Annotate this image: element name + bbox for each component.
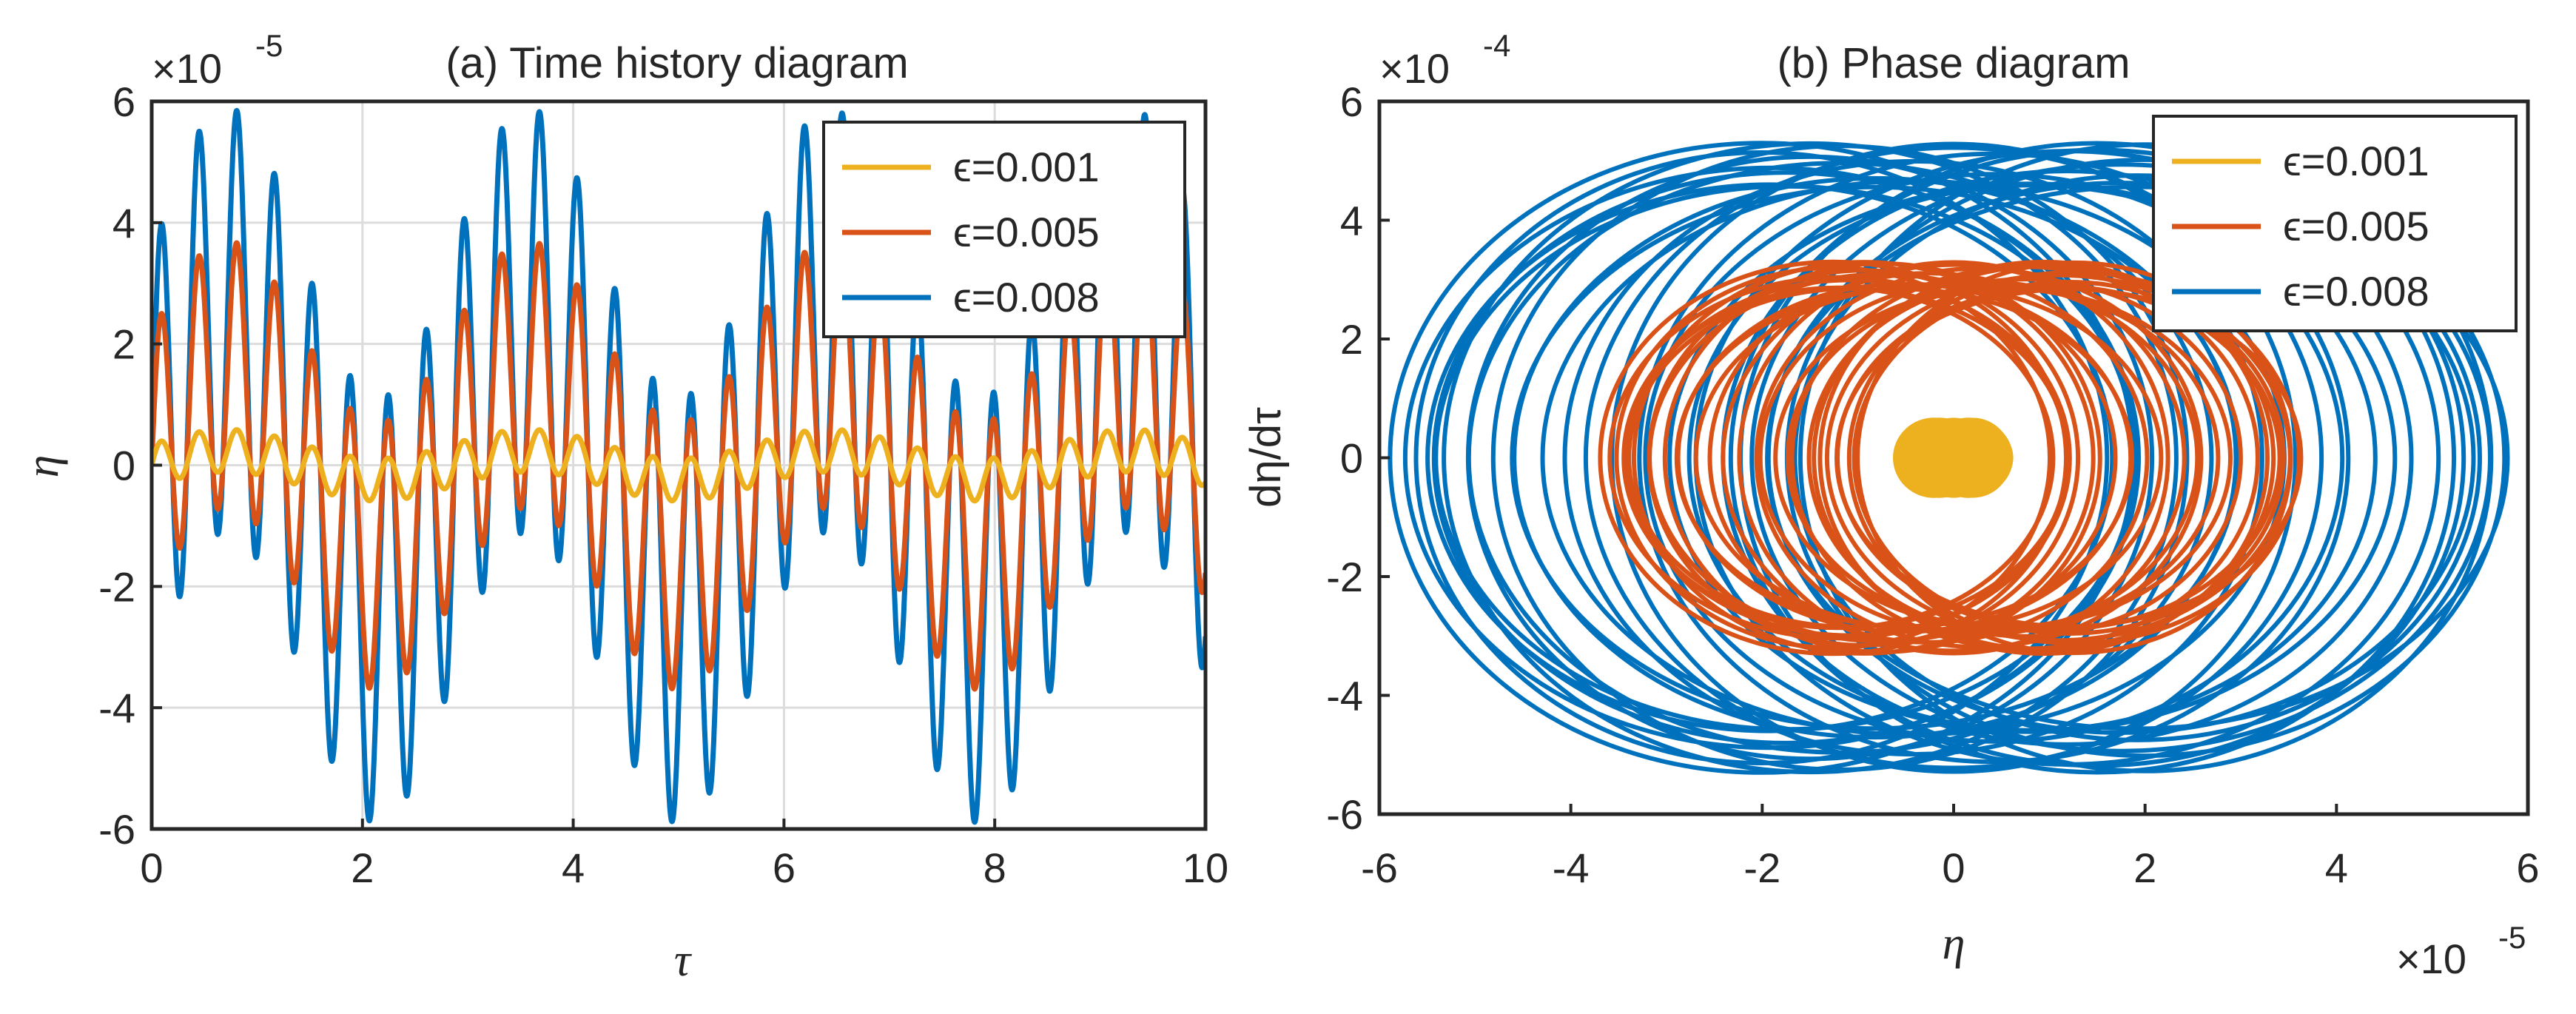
x-exponent-base-b: ×10: [2396, 936, 2466, 982]
x-axis-label-a: τ: [674, 936, 693, 986]
x-tick-label: 0: [1942, 845, 1965, 891]
legend-box-a: [822, 121, 1186, 338]
legend-label-b-0: ϵ=0.001: [2283, 138, 2429, 184]
x-tick-label: 6: [773, 845, 796, 891]
series-b: [1388, 141, 2510, 775]
phase-loop: [1798, 142, 2494, 773]
phase-loop: [1614, 265, 2052, 651]
x-tick-label: 10: [1183, 845, 1228, 891]
y-axis-label-a: η: [18, 455, 68, 478]
phase-loop: [1625, 278, 2072, 638]
phase-loop: [1792, 173, 2483, 742]
chart-title-b: (b) Phase diagram: [1777, 39, 2130, 87]
y-tick-label: 2: [1340, 316, 1363, 363]
legend-label-a-2: ϵ=0.008: [953, 274, 1100, 320]
phase-loop: [1466, 161, 2214, 755]
legend-label-a-0: ϵ=0.001: [953, 144, 1100, 190]
ticks-a: 0 2 4 6 8 10 -6 -4 -2 0 2 4 6: [98, 78, 1228, 891]
y-tick-label: 6: [112, 78, 135, 125]
phase-loop: [1413, 150, 2110, 765]
y-tick-label: 2: [112, 321, 135, 368]
phase-loop: [1707, 271, 2150, 645]
phase-loop: [1773, 284, 2233, 631]
y-tick-label: 4: [112, 200, 135, 246]
series-loops-b-0: [1893, 417, 2014, 498]
ticks-b: -6 -4 -2 0 2 4 6 -6 -4 -2 0 2 4 6: [1326, 78, 2539, 891]
phase-loop: [1621, 285, 2056, 631]
x-exponent-b: ×10 -5: [2396, 920, 2526, 982]
chart-a: 0 2 4 6 8 10 -6 -4 -2 0 2 4 6 (a) Time history diagr…: [18, 28, 1228, 986]
phase-loop: [1637, 151, 2351, 765]
y-exponent-base-a: ×10: [152, 45, 222, 92]
phase-loop: [1510, 184, 2241, 731]
y-tick-label: -2: [1326, 554, 1363, 600]
x-tick-label: 6: [2516, 845, 2539, 891]
phase-loop: [1667, 181, 2398, 734]
x-tick-label: -4: [1553, 845, 1590, 891]
y-tick-label: -2: [98, 563, 135, 610]
legend-label-b-1: ϵ=0.005: [2283, 203, 2429, 249]
x-tick-label: -6: [1361, 845, 1398, 891]
phase-loop: [1855, 260, 2293, 656]
phase-loop: [1737, 260, 2170, 656]
chart-b: -6 -4 -2 0 2 4 6 -6 -4 -2 0 2 4 6 (b) Phase diagram η…: [1242, 28, 2540, 982]
phase-loop: [1431, 170, 2141, 745]
y-exponent-b: ×10 -4: [1379, 28, 1510, 92]
legend-box-b: [2152, 115, 2518, 332]
phase-loop: [1852, 280, 2286, 636]
y-exponent-a: ×10 -5: [152, 28, 283, 92]
y-tick-label: 4: [1340, 198, 1363, 244]
phase-loop: [1442, 141, 2179, 775]
series-line-a-1: [152, 240, 1205, 692]
phase-loop: [1631, 260, 2096, 656]
legend-label-a-1: ϵ=0.005: [953, 209, 1100, 255]
x-tick-label: -2: [1743, 845, 1780, 891]
y-exponent-power-b: -4: [1483, 28, 1510, 63]
phase-loop: [1817, 259, 2270, 657]
phase-loop: [1721, 262, 2187, 654]
legend-b: ϵ=0.001 ϵ=0.005 ϵ=0.008: [2152, 115, 2518, 332]
y-tick-label: 6: [1340, 78, 1363, 125]
phase-loop: [1425, 182, 2115, 733]
y-exponent-base-b: ×10: [1379, 45, 1450, 92]
x-tick-label: 8: [983, 845, 1006, 891]
x-tick-label: 2: [351, 845, 374, 891]
phase-loop: [1562, 158, 2264, 757]
y-exponent-power-a: -5: [255, 28, 283, 63]
y-tick-label: -4: [1326, 673, 1363, 719]
phase-loop: [1789, 264, 2260, 651]
phase-loop: [1674, 286, 2134, 629]
series-line-a-0: [152, 427, 1205, 504]
x-tick-label: 2: [2133, 845, 2156, 891]
phase-loop: [1647, 272, 2118, 644]
phase-loop: [1758, 278, 2200, 637]
series-loops-b-1: [1598, 259, 2304, 657]
phase-loop: [1643, 172, 2345, 744]
y-tick-label: -6: [98, 806, 135, 853]
x-exponent-power-b: -5: [2498, 920, 2526, 955]
x-tick-label: 4: [2325, 845, 2348, 891]
y-tick-label: -6: [1326, 791, 1363, 838]
phase-loop: [1583, 145, 2324, 770]
x-tick-label: 0: [140, 845, 163, 891]
x-tick-label: 4: [562, 845, 585, 891]
y-tick-label: 0: [1340, 435, 1363, 482]
y-axis-label-b: dη/dτ: [1242, 407, 1290, 508]
y-tick-label: -4: [98, 685, 135, 731]
legend-label-b-2: ϵ=0.008: [2283, 268, 2429, 315]
phase-blob: [1897, 421, 2011, 494]
legend-a: ϵ=0.001 ϵ=0.005 ϵ=0.008: [822, 121, 1186, 338]
x-axis-label-b: η: [1943, 919, 1965, 969]
chart-title-a: (a) Time history diagram: [445, 39, 908, 87]
y-tick-label: 0: [112, 443, 135, 489]
